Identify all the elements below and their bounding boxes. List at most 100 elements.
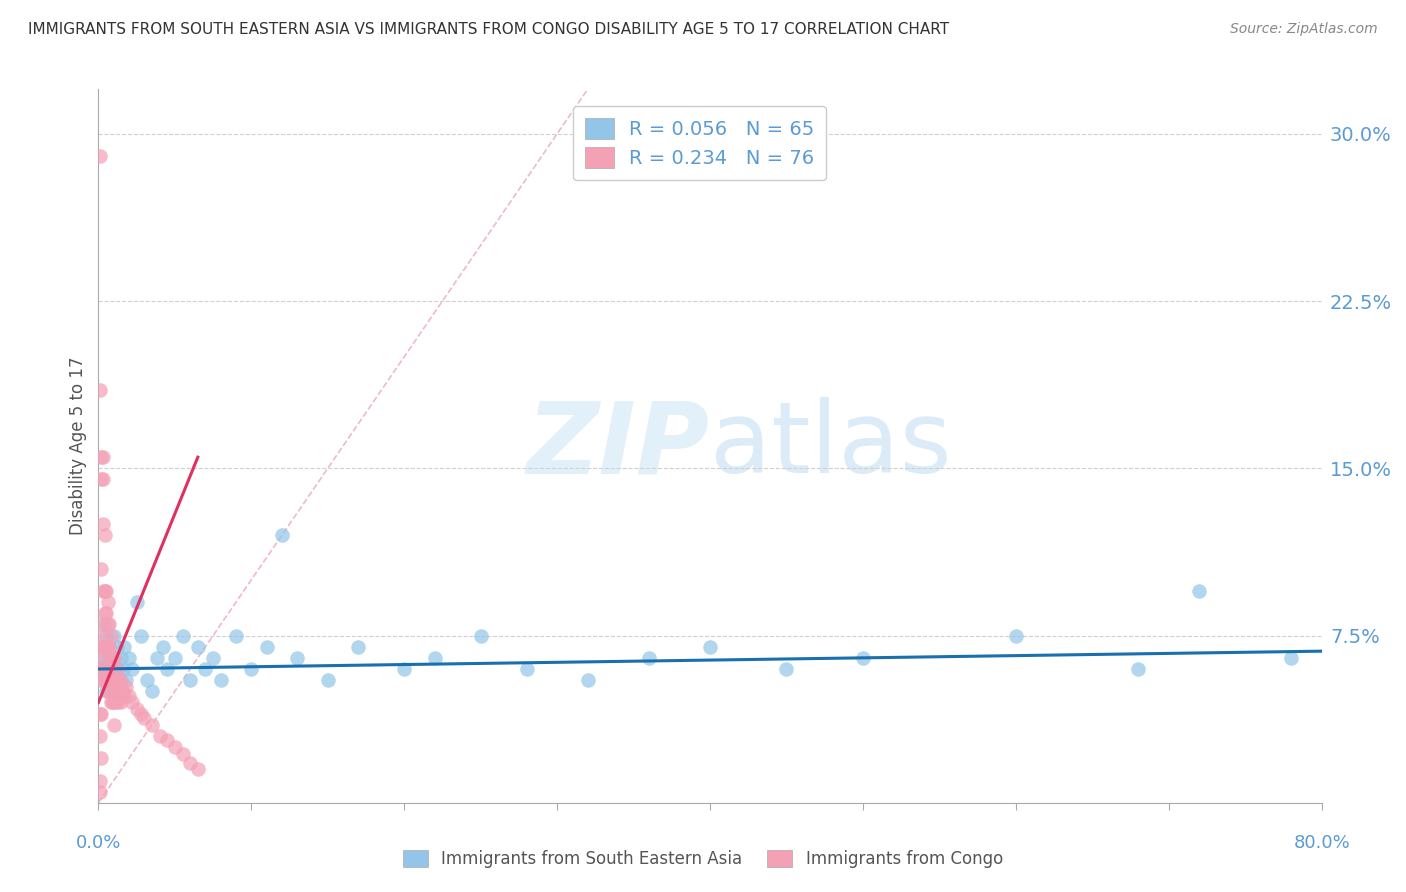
- Point: [100, 628, 122, 642]
- Point: [101, 684, 124, 698]
- Point: [108, 673, 131, 687]
- Point: [1279, 651, 1302, 665]
- Point: [149, 729, 172, 743]
- Point: [110, 696, 132, 710]
- Point: [89, 773, 111, 788]
- Point: [104, 696, 127, 710]
- Point: [94, 684, 117, 698]
- Point: [90, 706, 112, 721]
- Point: [104, 651, 127, 665]
- Point: [516, 662, 538, 676]
- Point: [105, 684, 128, 698]
- Point: [91, 517, 114, 532]
- Point: [775, 662, 797, 676]
- Point: [1004, 628, 1026, 642]
- Point: [94, 640, 117, 654]
- Point: [91, 450, 114, 465]
- Point: [107, 696, 129, 710]
- Point: [125, 595, 148, 609]
- Point: [93, 640, 115, 654]
- Point: [100, 673, 122, 687]
- Point: [121, 696, 143, 710]
- Point: [100, 651, 122, 665]
- Point: [1128, 662, 1150, 676]
- Point: [118, 651, 141, 665]
- Point: [240, 662, 263, 676]
- Point: [129, 628, 152, 642]
- Point: [100, 696, 122, 710]
- Point: [163, 651, 186, 665]
- Point: [98, 662, 121, 676]
- Point: [98, 662, 121, 676]
- Point: [110, 651, 132, 665]
- Point: [187, 762, 209, 776]
- Point: [699, 640, 721, 654]
- Point: [105, 662, 128, 676]
- Point: [141, 684, 163, 698]
- Point: [97, 617, 120, 632]
- Point: [179, 673, 201, 687]
- Point: [101, 651, 124, 665]
- Text: ZIP: ZIP: [527, 398, 710, 494]
- Point: [202, 651, 225, 665]
- Point: [103, 673, 125, 687]
- Point: [97, 640, 120, 654]
- Point: [637, 651, 661, 665]
- Point: [121, 662, 143, 676]
- Point: [97, 673, 120, 687]
- Point: [104, 662, 127, 676]
- Point: [91, 583, 114, 598]
- Point: [209, 673, 232, 687]
- Point: [136, 673, 159, 687]
- Point: [101, 662, 124, 676]
- Point: [91, 673, 114, 687]
- Point: [163, 740, 186, 755]
- Point: [115, 673, 138, 687]
- Point: [89, 785, 111, 799]
- Point: [90, 640, 112, 654]
- Point: [141, 717, 163, 731]
- Text: Source: ZipAtlas.com: Source: ZipAtlas.com: [1230, 22, 1378, 37]
- Text: atlas: atlas: [710, 398, 952, 494]
- Point: [103, 673, 125, 687]
- Point: [94, 583, 117, 598]
- Point: [105, 640, 128, 654]
- Point: [112, 640, 135, 654]
- Point: [98, 640, 121, 654]
- Point: [129, 706, 152, 721]
- Point: [392, 662, 416, 676]
- Point: [156, 662, 179, 676]
- Point: [90, 651, 112, 665]
- Point: [134, 711, 156, 725]
- Point: [90, 473, 112, 487]
- Point: [100, 673, 122, 687]
- Point: [90, 450, 112, 465]
- Point: [94, 628, 117, 642]
- Point: [125, 702, 148, 716]
- Text: IMMIGRANTS FROM SOUTH EASTERN ASIA VS IMMIGRANTS FROM CONGO DISABILITY AGE 5 TO : IMMIGRANTS FROM SOUTH EASTERN ASIA VS IM…: [28, 22, 949, 37]
- Point: [101, 673, 124, 687]
- Point: [94, 607, 117, 621]
- Point: [89, 662, 111, 676]
- Point: [98, 684, 121, 698]
- Point: [285, 651, 308, 665]
- Legend: Immigrants from South Eastern Asia, Immigrants from Congo: Immigrants from South Eastern Asia, Immi…: [396, 843, 1010, 875]
- Text: 0.0%: 0.0%: [76, 834, 121, 852]
- Point: [103, 628, 125, 642]
- Point: [100, 651, 122, 665]
- Point: [115, 680, 138, 694]
- Point: [93, 673, 115, 687]
- Point: [225, 628, 247, 642]
- Point: [93, 662, 115, 676]
- Point: [89, 662, 111, 676]
- Point: [91, 628, 114, 642]
- Point: [110, 673, 132, 687]
- Point: [103, 717, 125, 731]
- Point: [194, 662, 217, 676]
- Point: [91, 473, 114, 487]
- Point: [187, 640, 209, 654]
- Point: [89, 706, 111, 721]
- Point: [93, 583, 115, 598]
- Point: [179, 756, 201, 770]
- Point: [89, 384, 111, 398]
